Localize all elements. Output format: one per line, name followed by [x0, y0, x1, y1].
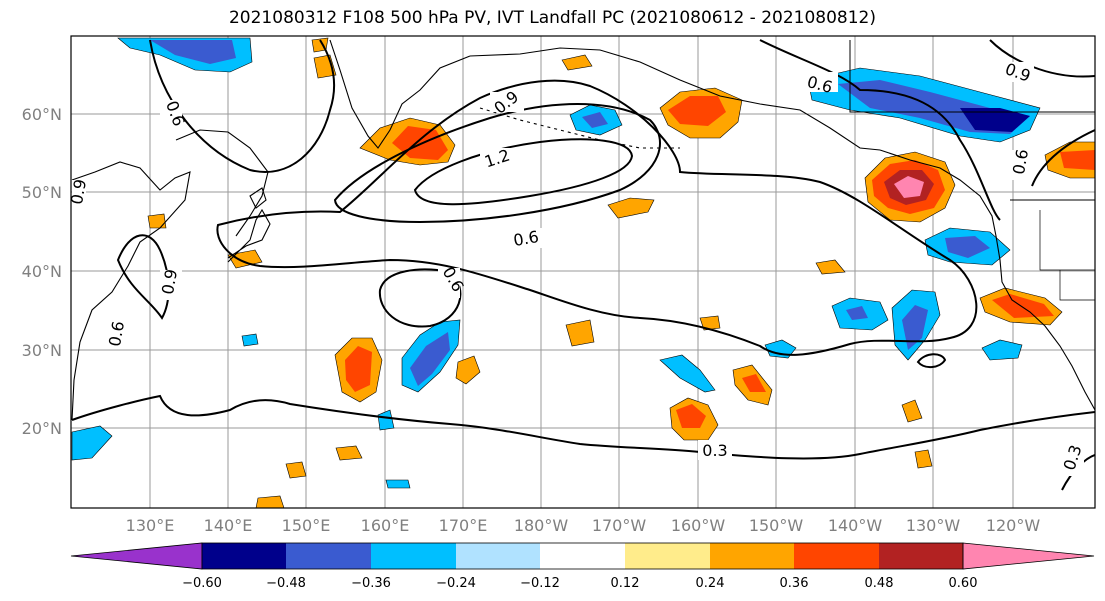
anomaly-blob-negative	[582, 112, 608, 128]
anomaly-blob-positive	[901, 399, 923, 423]
anomaly-blob-negative	[385, 479, 411, 489]
colorbar-tick: 0.36	[780, 576, 809, 591]
anomaly-blob-positive	[565, 319, 595, 347]
anomaly-blob-positive	[668, 96, 726, 126]
longitude-labels: 130°E 140°E 150°E 160°E 170°E 180°W 170°…	[126, 516, 1041, 535]
anomaly-blob-positive	[676, 404, 706, 428]
anomaly-fields	[71, 37, 1095, 508]
anomaly-blob-positive	[147, 213, 167, 229]
anomaly-blob-negative	[945, 236, 990, 258]
map-frame	[70, 35, 1096, 509]
anomaly-blob-negative	[241, 333, 259, 347]
colorbar-segment	[794, 543, 879, 569]
contour-label: 0.6	[1009, 148, 1032, 176]
anomaly-blob-positive	[227, 249, 263, 269]
colorbar-tick: −0.36	[351, 576, 391, 591]
contour-label: 0.3	[702, 441, 727, 460]
lat-label: 50°N	[22, 183, 62, 202]
lon-label: 150°W	[749, 516, 804, 535]
colorbar-tick: −0.12	[520, 576, 560, 591]
anomaly-blob-positive	[894, 176, 924, 198]
anomaly-blob-positive	[914, 449, 933, 469]
anomaly-blob-positive	[1060, 150, 1095, 170]
anomaly-blob-negative	[960, 108, 1030, 132]
colorbar-segment	[625, 543, 710, 569]
lat-label: 30°N	[22, 341, 62, 360]
colorbar-segment	[70, 542, 203, 570]
colorbar-tick: 0.60	[949, 576, 978, 591]
contour-0-3	[71, 394, 1095, 460]
anomaly-blob-positive	[815, 259, 846, 275]
lon-label: 140°E	[204, 516, 253, 535]
anomaly-blob-positive	[345, 346, 372, 392]
contour-label: 0.9	[67, 178, 90, 206]
colorbar-tick: 0.48	[865, 576, 894, 591]
lon-label: 130°E	[126, 516, 175, 535]
anomaly-blob-positive	[255, 495, 285, 508]
anomaly-blob-negative	[659, 354, 716, 393]
colorbar-tick: −0.60	[182, 576, 222, 591]
lon-label: 180°W	[514, 516, 569, 535]
colorbar-segment	[962, 542, 1095, 570]
lat-label: 60°N	[22, 105, 62, 124]
anomaly-blob-positive	[607, 197, 655, 219]
colorbar-tick: 0.12	[611, 576, 640, 591]
colorbar-segment	[710, 543, 794, 569]
anomaly-blob-positive	[285, 461, 307, 479]
anomaly-blob-negative	[902, 305, 928, 350]
latitude-labels: 60°N 50°N 40°N 30°N 20°N	[22, 105, 62, 438]
lon-label: 150°E	[282, 516, 331, 535]
lon-label: 140°W	[828, 516, 883, 535]
contour-0-9-inner	[333, 103, 661, 224]
lon-label: 120°W	[986, 516, 1041, 535]
colorbar-tick: 0.24	[696, 576, 725, 591]
contour-0-6-far	[1031, 129, 1095, 187]
colorbar-tick: −0.24	[436, 576, 476, 591]
contour-label: 0.9	[158, 268, 181, 296]
colorbar: −0.60 −0.48 −0.36 −0.24 −0.12 0.12 0.24 …	[70, 542, 1095, 591]
contour-label: 0.6	[105, 320, 128, 348]
anomaly-blob-positive	[455, 355, 481, 385]
contour-small-loop	[916, 353, 947, 368]
colorbar-tick: −0.48	[266, 576, 306, 591]
anomaly-blob-negative	[981, 339, 1023, 361]
lon-label: 170°E	[439, 516, 488, 535]
colorbar-segment	[540, 543, 625, 569]
lon-label: 130°W	[906, 516, 961, 535]
coastlines	[71, 39, 1095, 421]
colorbar-segment	[879, 543, 963, 569]
anomaly-blob-negative	[846, 306, 868, 320]
anomaly-blob-negative	[377, 409, 395, 431]
lon-label: 160°E	[361, 516, 410, 535]
lon-label: 160°W	[671, 516, 726, 535]
colorbar-segment	[202, 543, 286, 569]
anomaly-blob-positive	[742, 374, 766, 392]
contour-label: 0.6	[512, 227, 540, 250]
colorbar-segment	[286, 543, 371, 569]
anomaly-blob-negative	[410, 332, 450, 386]
contour-0-6-ne	[759, 39, 1001, 221]
colorbar-segment	[371, 543, 456, 569]
anomaly-blob-positive	[561, 54, 593, 71]
anomaly-blob-negative	[764, 339, 797, 359]
anomaly-blob-positive	[335, 445, 363, 461]
contour-0-6-loop	[378, 268, 462, 328]
colorbar-segment	[456, 543, 540, 569]
anomaly-blob-positive	[699, 315, 721, 331]
lon-label: 170°W	[592, 516, 647, 535]
lat-label: 20°N	[22, 419, 62, 438]
map-title: 2021080312 F108 500 hPa PV, IVT Landfall…	[228, 8, 876, 28]
anomaly-blob-negative	[71, 425, 113, 461]
lat-label: 40°N	[22, 262, 62, 281]
anomaly-blob-positive	[992, 294, 1054, 318]
anomaly-blob-negative	[150, 40, 236, 64]
